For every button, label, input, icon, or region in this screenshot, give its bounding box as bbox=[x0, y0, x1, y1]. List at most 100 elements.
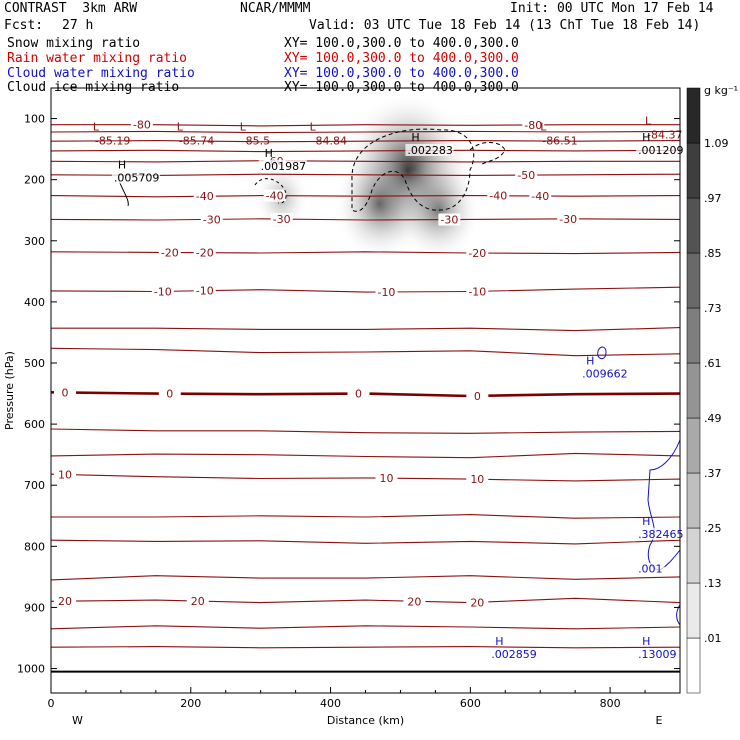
contour-label-bg bbox=[53, 468, 76, 481]
max-value: .002859 bbox=[491, 648, 537, 661]
contour-label: 10 bbox=[379, 472, 393, 485]
temperature-contour-21 bbox=[50, 646, 681, 649]
max-marker: H bbox=[265, 147, 273, 160]
contour-label-bg bbox=[466, 473, 489, 486]
valid-time: Valid: 03 UTC Tue 18 Feb 14 (13 ChT Tue … bbox=[309, 18, 701, 33]
field-xy-cloudwater: XY= 100.0,300.0 to 400.0,300.0 bbox=[284, 66, 519, 81]
y-tick-label: 800 bbox=[24, 540, 45, 553]
contour-label: 20 bbox=[191, 595, 205, 608]
temperature-contour-20 bbox=[50, 625, 681, 630]
cloud-water-outline bbox=[676, 604, 681, 626]
contour-label: -30 bbox=[203, 213, 221, 226]
snow-shading-layer bbox=[253, 91, 481, 263]
contour-label: -20 bbox=[161, 246, 179, 259]
colorbar-bin bbox=[686, 582, 701, 639]
contour-label: 0 bbox=[474, 390, 481, 403]
contour-label-bg bbox=[53, 386, 76, 399]
colorbar-bin bbox=[686, 417, 701, 474]
min-marker: L bbox=[645, 114, 652, 127]
x-tick-label: 600 bbox=[460, 697, 481, 710]
contour-label-bg bbox=[438, 213, 461, 226]
min-marker: L bbox=[93, 121, 100, 134]
min-marker: L bbox=[240, 121, 247, 134]
contour-label: 20 bbox=[58, 595, 72, 608]
x-axis-label: Distance (km) bbox=[327, 714, 404, 727]
temperature-contour-2 bbox=[50, 140, 681, 143]
cloud-ice-outline bbox=[254, 178, 287, 204]
contour-label-bg bbox=[186, 595, 209, 608]
y-tick-label: 100 bbox=[24, 113, 45, 126]
contour-label: -40 bbox=[489, 190, 507, 203]
contour-label-bg bbox=[130, 118, 153, 131]
temperature-contour-19 bbox=[50, 597, 681, 604]
colorbar-bin bbox=[686, 637, 701, 694]
x-tick-label: 0 bbox=[48, 697, 55, 710]
colorbar-level: .37 bbox=[704, 467, 722, 480]
temperature-contour-10 bbox=[51, 327, 681, 332]
max-label-bg bbox=[636, 648, 678, 661]
max-label-bg bbox=[111, 171, 161, 184]
contour-label: -50 bbox=[517, 169, 535, 182]
contour-label-bg bbox=[193, 284, 216, 297]
field-name-rain: Rain water mixing ratio bbox=[7, 51, 188, 66]
center-name: NCAR/MMMM bbox=[240, 1, 311, 16]
contour-label: -40 bbox=[196, 190, 214, 203]
colorbar-bin bbox=[686, 197, 701, 254]
contour-label: -10 bbox=[377, 286, 395, 299]
colorbar-bin bbox=[686, 87, 701, 144]
contour-label-bg bbox=[200, 213, 223, 226]
y-tick-label: 500 bbox=[24, 357, 45, 370]
max-label-bg bbox=[489, 648, 538, 661]
cloud-ice-outline bbox=[351, 128, 475, 212]
max-marker: H bbox=[495, 635, 503, 648]
contour-label-bg bbox=[529, 189, 552, 202]
contour-label: -80 bbox=[133, 119, 151, 132]
contour-label-bg bbox=[403, 595, 426, 608]
temperature-contour-17 bbox=[50, 539, 681, 545]
temperature-contour-8 bbox=[50, 251, 681, 255]
contour-label: -20 bbox=[468, 247, 486, 260]
min-marker: L bbox=[310, 121, 317, 134]
max-value: .009662 bbox=[582, 368, 628, 381]
colorbar-level: 1.09 bbox=[704, 137, 729, 150]
chart-labels: L-85.19L-85.74L-85.5L-84.84L-86.51L-84.3… bbox=[93, 114, 685, 661]
max-label-bg bbox=[258, 159, 307, 172]
max-value: .001 bbox=[638, 563, 663, 576]
contour-label: 20 bbox=[407, 595, 421, 608]
contour-label: 10 bbox=[58, 469, 72, 482]
contour-label-bg bbox=[487, 189, 510, 202]
contour-label: -40 bbox=[531, 190, 549, 203]
cloud-water-outline bbox=[647, 439, 681, 571]
contour-label-bg bbox=[466, 285, 489, 298]
x-tick-label: 400 bbox=[320, 697, 341, 710]
max-value: .001987 bbox=[261, 160, 307, 173]
colorbar-bin bbox=[686, 252, 701, 309]
field-name-cloudice: Cloud ice mixing ratio bbox=[7, 80, 180, 95]
max-value: .13009 bbox=[638, 648, 677, 661]
contour-label: -30 bbox=[559, 213, 577, 226]
colorbar-bin bbox=[686, 527, 701, 584]
max-label-bg bbox=[636, 144, 685, 156]
max-label-bg bbox=[580, 367, 629, 380]
min-value: -84.37 bbox=[647, 128, 682, 141]
colorbar-bin bbox=[686, 472, 701, 529]
temperature-contour-18 bbox=[50, 575, 681, 581]
field-xy-cloudice: XY= 100.0,300.0 to 400.0,300.0 bbox=[284, 80, 519, 95]
colorbar-level: .73 bbox=[704, 302, 722, 315]
max-value: .002283 bbox=[407, 144, 453, 157]
contour-label-bg bbox=[347, 387, 370, 400]
contour-label: -30 bbox=[273, 213, 291, 226]
x-tick-label: 800 bbox=[600, 697, 621, 710]
field-name-cloudwater: Cloud water mixing ratio bbox=[7, 66, 195, 81]
x-tick-label: 200 bbox=[180, 697, 201, 710]
colorbar: .01 .13 .25 .37 .49 .61 .73 .85 .97 1.09 g kg⁻¹ bbox=[686, 84, 738, 694]
y-tick-label: 600 bbox=[24, 418, 45, 431]
contour-label: -10 bbox=[154, 285, 172, 298]
max-marker: H bbox=[642, 131, 650, 144]
contour-label-bg bbox=[270, 213, 293, 226]
max-label-bg bbox=[636, 562, 665, 575]
contour-label: -40 bbox=[266, 190, 284, 203]
colorbar-level: .25 bbox=[704, 522, 722, 535]
temperature-contour-9 bbox=[50, 286, 681, 293]
contour-label: -80 bbox=[524, 119, 542, 132]
